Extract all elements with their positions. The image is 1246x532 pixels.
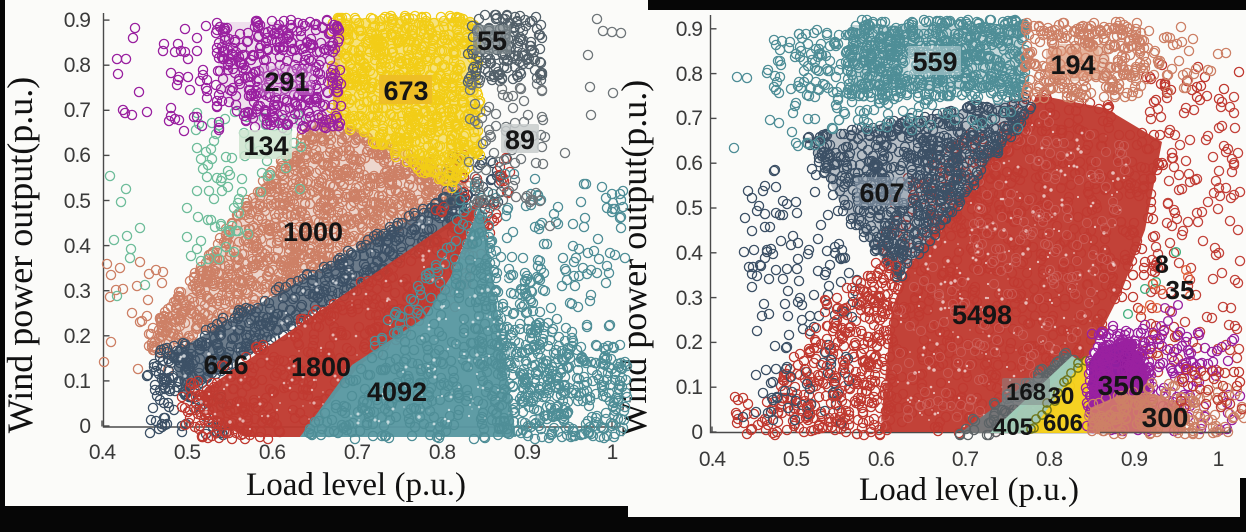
svg-text:0.3: 0.3	[676, 287, 703, 310]
svg-text:0.5: 0.5	[783, 448, 810, 471]
svg-text:0.8: 0.8	[676, 63, 703, 86]
svg-text:0.1: 0.1	[676, 376, 703, 399]
svg-text:0: 0	[691, 421, 702, 444]
svg-text:Wind power output(p.u.): Wind power output(p.u.)	[0, 77, 40, 433]
svg-text:0.8: 0.8	[429, 441, 456, 464]
svg-text:0.6: 0.6	[259, 441, 286, 464]
svg-text:0.4: 0.4	[64, 235, 92, 258]
svg-text:1: 1	[607, 441, 618, 464]
svg-text:0.7: 0.7	[344, 441, 371, 464]
svg-text:0.8: 0.8	[64, 54, 91, 77]
svg-text:0.5: 0.5	[174, 441, 201, 464]
svg-text:0.4: 0.4	[89, 441, 117, 464]
svg-text:0.9: 0.9	[1121, 448, 1148, 471]
svg-text:0.5: 0.5	[676, 197, 703, 220]
svg-text:0.2: 0.2	[64, 325, 91, 348]
svg-text:0.5: 0.5	[64, 190, 91, 213]
svg-text:0.9: 0.9	[514, 441, 541, 464]
svg-text:0.8: 0.8	[1036, 448, 1063, 471]
svg-text:0.9: 0.9	[64, 9, 91, 32]
svg-text:0.3: 0.3	[64, 280, 91, 303]
svg-text:0.6: 0.6	[868, 448, 895, 471]
svg-text:0.7: 0.7	[64, 99, 91, 122]
svg-text:0.7: 0.7	[952, 448, 979, 471]
svg-text:1: 1	[1213, 448, 1224, 471]
svg-text:Load level (p.u.): Load level (p.u.)	[246, 467, 466, 503]
svg-text:0.6: 0.6	[64, 144, 91, 167]
svg-text:0.2: 0.2	[676, 331, 703, 354]
svg-text:0: 0	[79, 415, 90, 438]
svg-text:0.4: 0.4	[676, 242, 704, 265]
svg-text:0.9: 0.9	[676, 18, 703, 41]
svg-text:0.7: 0.7	[676, 107, 703, 130]
svg-text:0.4: 0.4	[699, 448, 727, 471]
svg-text:0.1: 0.1	[64, 370, 91, 393]
svg-text:Load level (p.u.): Load level (p.u.)	[859, 472, 1079, 508]
svg-text:0.6: 0.6	[676, 152, 703, 175]
